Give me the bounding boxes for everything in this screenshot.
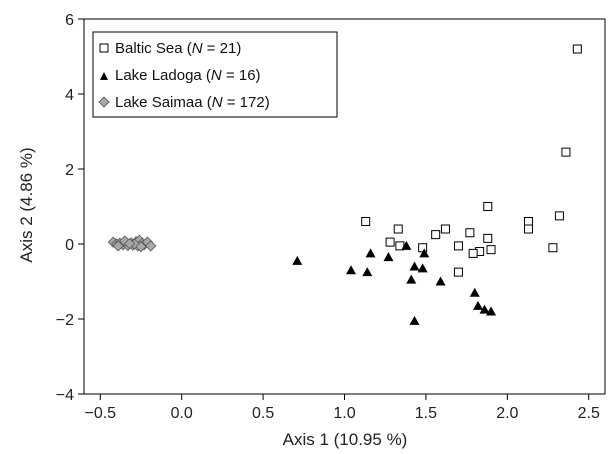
legend-n-value-lake-saimaa: = 172) xyxy=(227,94,270,111)
baltic-sea-point xyxy=(361,217,371,226)
y-tick-label: 0 xyxy=(65,237,74,254)
baltic-sea-point xyxy=(523,224,533,234)
filled-triangle-icon xyxy=(100,72,108,80)
plot-area xyxy=(107,44,582,325)
baltic-sea-point xyxy=(440,224,450,234)
lake-saimaa-point xyxy=(135,241,147,253)
baltic-sea-point xyxy=(572,44,582,54)
lake-ladoga-point xyxy=(473,300,484,310)
baltic-sea-point xyxy=(523,217,533,226)
x-tick-label: 1.5 xyxy=(415,405,437,422)
y-tick-label: −4 xyxy=(56,387,74,404)
open-square-icon xyxy=(99,43,109,53)
lake-ladoga-point xyxy=(479,304,490,314)
x-tick-label: 0.0 xyxy=(171,405,193,422)
grey-diamond-icon xyxy=(98,96,110,108)
x-tick-label: 1.0 xyxy=(333,405,355,422)
legend-n-value-lake-ladoga: = 16) xyxy=(226,67,261,84)
y-tick-label: 2 xyxy=(65,162,74,179)
lake-ladoga-point xyxy=(409,261,420,271)
legend-n-value-baltic-sea: = 21) xyxy=(207,40,242,57)
baltic-sea-point xyxy=(453,241,463,251)
lake-ladoga-point xyxy=(406,274,417,284)
baltic-sea-point xyxy=(486,245,496,255)
legend-label-lake-ladoga: Lake Ladoga xyxy=(115,67,202,84)
lake-saimaa-point xyxy=(145,240,157,252)
baltic-sea-point xyxy=(561,147,571,157)
legend-item-lake-ladoga: Lake Ladoga (N = 16) xyxy=(100,67,261,84)
legend-n-lake-saimaa: N xyxy=(212,94,223,111)
lake-saimaa-point xyxy=(112,240,124,252)
y-tick-label: 6 xyxy=(65,12,74,29)
baltic-sea-point xyxy=(431,230,441,240)
y-axis-title: Axis 2 (4.86 %) xyxy=(17,147,36,262)
baltic-sea-point xyxy=(468,248,478,258)
lake-ladoga-point xyxy=(292,255,303,265)
lake-ladoga-point xyxy=(435,276,446,286)
baltic-sea-point xyxy=(483,202,493,211)
baltic-sea-point xyxy=(453,267,463,277)
y-tick-label: −2 xyxy=(56,312,74,329)
legend-n-lake-ladoga: N xyxy=(211,67,222,84)
lake-ladoga-point xyxy=(469,287,480,297)
x-tick-label: −0.5 xyxy=(84,405,116,422)
baltic-sea-point xyxy=(548,243,558,253)
axes: −0.5 0.0 0.5 1.0 1.5 2.0 2.5 −4 −2 0 2 4 6 xyxy=(56,12,606,422)
y-tick-label: 4 xyxy=(65,87,74,104)
lake-ladoga-point xyxy=(401,240,412,250)
lake-ladoga-point xyxy=(486,306,497,316)
lake-ladoga-point xyxy=(409,315,420,325)
legend: Baltic Sea (N = 21) Lake Ladoga (N = 16)… xyxy=(92,31,338,118)
baltic-sea-point xyxy=(465,228,475,238)
baltic-sea-point xyxy=(385,237,395,247)
lake-ladoga-point xyxy=(365,248,376,258)
x-tick-label: 0.5 xyxy=(252,405,274,422)
svg-text:Lake Ladoga (N = 16): Lake Ladoga (N = 16) xyxy=(115,67,261,84)
lake-ladoga-point xyxy=(417,263,428,273)
legend-box xyxy=(92,31,338,118)
x-axis-title: Axis 1 (10.95 %) xyxy=(283,430,408,449)
baltic-sea-point xyxy=(554,211,564,221)
baltic-sea-point xyxy=(393,224,403,234)
svg-text:Lake Saimaa (N = 172): Lake Saimaa (N = 172) xyxy=(115,94,270,111)
legend-label-baltic-sea: Baltic Sea xyxy=(115,40,183,57)
lake-ladoga-point xyxy=(346,265,357,275)
legend-item-lake-saimaa: Lake Saimaa (N = 172) xyxy=(98,94,270,111)
lake-saimaa-point xyxy=(124,238,136,250)
lake-ladoga-point xyxy=(362,267,373,277)
lake-ladoga-point xyxy=(419,248,430,258)
lake-ladoga-point xyxy=(383,252,394,262)
x-tick-label: 2.5 xyxy=(578,405,600,422)
legend-n-baltic-sea: N xyxy=(192,40,203,57)
svg-text:Baltic Sea (N = 21): Baltic Sea (N = 21) xyxy=(115,40,241,57)
legend-label-lake-saimaa: Lake Saimaa xyxy=(115,94,203,111)
x-tick-label: 2.0 xyxy=(496,405,518,422)
baltic-sea-point xyxy=(483,233,493,243)
legend-item-baltic-sea: Baltic Sea (N = 21) xyxy=(99,40,241,57)
